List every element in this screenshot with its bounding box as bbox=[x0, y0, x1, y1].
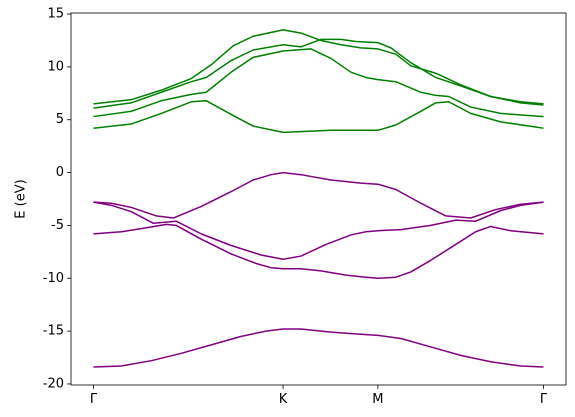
plot-frame bbox=[70, 12, 567, 386]
x-tick-label: Γ bbox=[90, 392, 98, 407]
y-tick-label: 0 bbox=[56, 165, 64, 180]
x-tick-label: M bbox=[372, 392, 383, 407]
y-tick-label: 5 bbox=[56, 112, 64, 127]
y-tick-label: -10 bbox=[43, 271, 64, 286]
band-line bbox=[93, 201, 544, 260]
y-tick-label: -5 bbox=[51, 218, 64, 233]
band-line bbox=[93, 328, 544, 368]
band-line bbox=[93, 29, 544, 105]
y-axis-label: E (eV) bbox=[14, 179, 29, 218]
band-line bbox=[93, 38, 544, 109]
y-tick-label: 10 bbox=[47, 59, 64, 74]
y-tick-label: -20 bbox=[43, 376, 64, 391]
y-tick-label: 15 bbox=[47, 7, 64, 22]
y-tick-label: -15 bbox=[43, 324, 64, 339]
band-line bbox=[93, 223, 544, 280]
band-line bbox=[93, 48, 544, 118]
x-tick-label: K bbox=[279, 392, 288, 407]
band-line bbox=[93, 99, 544, 134]
x-tick-label: Γ bbox=[540, 392, 548, 407]
band-line bbox=[93, 171, 544, 219]
